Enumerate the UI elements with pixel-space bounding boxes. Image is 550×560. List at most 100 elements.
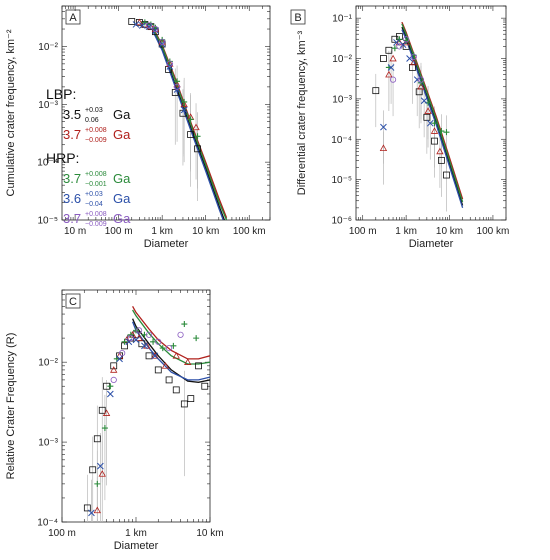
- data-point-x: [116, 355, 123, 363]
- data-point-square: [180, 400, 188, 408]
- legend-entry: 3.5 +0.03 0.06 Ga: [63, 107, 131, 124]
- x-axis-label: Diameter: [144, 238, 189, 250]
- legend-age-upper-error: +0.008: [85, 127, 107, 134]
- data-point-x: [138, 22, 146, 29]
- data-point-circle: [155, 338, 162, 345]
- data-point-triangle: [151, 352, 159, 359]
- data-point-circle: [159, 38, 166, 45]
- x-tick-label: 100 km: [477, 226, 510, 237]
- legend-age-value: 3.7: [63, 171, 81, 186]
- data-point-triangle: [98, 470, 106, 477]
- fit-curve: [401, 26, 464, 206]
- plot-area: [83, 305, 210, 522]
- data-point-triangle: [436, 147, 444, 155]
- x-axis-label: Diameter: [114, 540, 159, 552]
- data-point-x: [97, 462, 104, 470]
- data-point-square: [89, 466, 97, 474]
- data-point-triangle: [389, 54, 397, 62]
- legend: LBP: 3.5 +0.03 0.06 Ga 3.7 +0.008 −0.009 Ga HRP: 3…: [46, 86, 131, 228]
- data-point-x: [132, 21, 140, 28]
- data-point-x: [387, 64, 395, 71]
- legend-entry: 3.7 +0.008 −0.001 Ga: [63, 171, 131, 188]
- legend-entry: 3.7 +0.008 −0.009 Ga: [63, 127, 131, 144]
- data-point-x: [88, 509, 95, 517]
- y-tick-label: 10⁻²: [332, 54, 352, 65]
- data-point-x: [420, 97, 428, 105]
- y-tick-label: 10⁻³: [38, 100, 58, 111]
- data-point-square: [154, 366, 162, 374]
- data-point-square: [194, 145, 201, 153]
- legend-age-value: 3.5: [63, 107, 81, 122]
- data-point-circle: [389, 76, 397, 83]
- legend-heading: HRP:: [46, 150, 79, 166]
- x-axis-label: Diameter: [409, 238, 454, 250]
- data-point-square: [93, 435, 101, 443]
- data-point-cross: [101, 425, 108, 432]
- data-point-triangle: [379, 144, 388, 152]
- data-point-triangle: [417, 82, 425, 90]
- x-tick-label: 100 m: [105, 226, 133, 237]
- fit-curve: [151, 30, 224, 220]
- data-point-cross: [391, 45, 398, 52]
- x-tick-label: 10 m: [64, 226, 86, 237]
- data-point-circle: [403, 36, 410, 43]
- data-point-cross: [107, 383, 114, 390]
- data-point-circle: [145, 22, 153, 29]
- data-point-square: [179, 109, 187, 117]
- data-point-cross: [121, 338, 128, 345]
- data-point-triangle: [410, 58, 418, 66]
- data-point-circle: [165, 344, 173, 352]
- data-point-x: [141, 342, 148, 350]
- data-point-circle: [396, 43, 403, 50]
- data-point-circle: [127, 335, 134, 342]
- chart-panel-b: B 100 m 1 km 10 km 100 km 10⁻⁶ 10⁻⁵ 10⁻⁴ 10⁻³ 10⁻…: [290, 5, 510, 250]
- y-tick-label: 10⁻²: [38, 358, 58, 369]
- legend-age-lower-error: −0.009: [85, 137, 107, 144]
- legend-age-upper-error: +0.008: [85, 211, 107, 218]
- data-point-square: [110, 362, 118, 370]
- data-point-triangle: [385, 70, 393, 78]
- fit-curve: [401, 23, 464, 203]
- data-point-x: [399, 41, 407, 49]
- data-point-square: [423, 113, 431, 121]
- legend-age-value: 3.7: [63, 211, 81, 226]
- y-tick-label: 10⁻⁵: [37, 216, 58, 227]
- data-point-square: [380, 55, 387, 62]
- y-tick-label: 10⁻⁴: [37, 518, 58, 529]
- chart-panel-c: C 100 m 1 km 10 km 10⁻⁴ 10⁻³ 10⁻² Diameter Relat…: [5, 289, 224, 552]
- data-point-circle: [135, 327, 143, 334]
- data-point-square: [443, 171, 450, 179]
- x-tick-label: 100 km: [233, 226, 266, 237]
- plot-area: [372, 21, 464, 212]
- x-tick-label: 100 m: [48, 528, 76, 539]
- x-tick-label: 1 km: [125, 528, 147, 539]
- data-point-cross: [396, 36, 403, 43]
- data-point-x: [426, 119, 434, 127]
- data-point-triangle: [93, 506, 101, 514]
- data-point-square: [171, 89, 179, 96]
- legend-entry: 3.7 +0.008 −0.009 Ga: [63, 211, 131, 228]
- fit-curve: [151, 27, 228, 220]
- x-tick-label: 100 m: [349, 226, 377, 237]
- chart-panel-a: A 10 m 100 m 1 km 10 km 100 km 10⁻⁵ 10⁻⁴ 10⁻³ 10⁻…: [5, 5, 271, 250]
- data-point-square: [385, 46, 393, 54]
- data-point-cross: [127, 331, 134, 338]
- data-point-x: [125, 338, 133, 346]
- legend-heading: LBP:: [46, 86, 76, 102]
- legend-age-upper-error: +0.03: [85, 191, 103, 198]
- data-point-cross: [174, 78, 181, 85]
- data-point-square: [438, 156, 445, 164]
- panel-letter-a: A: [65, 9, 81, 25]
- data-point-square: [165, 376, 173, 384]
- data-point-circle: [145, 331, 153, 338]
- data-point-x: [158, 40, 166, 48]
- x-tick-label: 1 km: [151, 226, 173, 237]
- fit-curve: [401, 21, 464, 200]
- y-tick-label: 10⁻⁶: [331, 216, 352, 227]
- panel-letter-b: B: [290, 9, 306, 25]
- legend-age-value: 3.6: [63, 191, 81, 206]
- data-point-triangle: [161, 362, 170, 369]
- fit-curve: [132, 305, 210, 360]
- data-point-x: [132, 336, 140, 344]
